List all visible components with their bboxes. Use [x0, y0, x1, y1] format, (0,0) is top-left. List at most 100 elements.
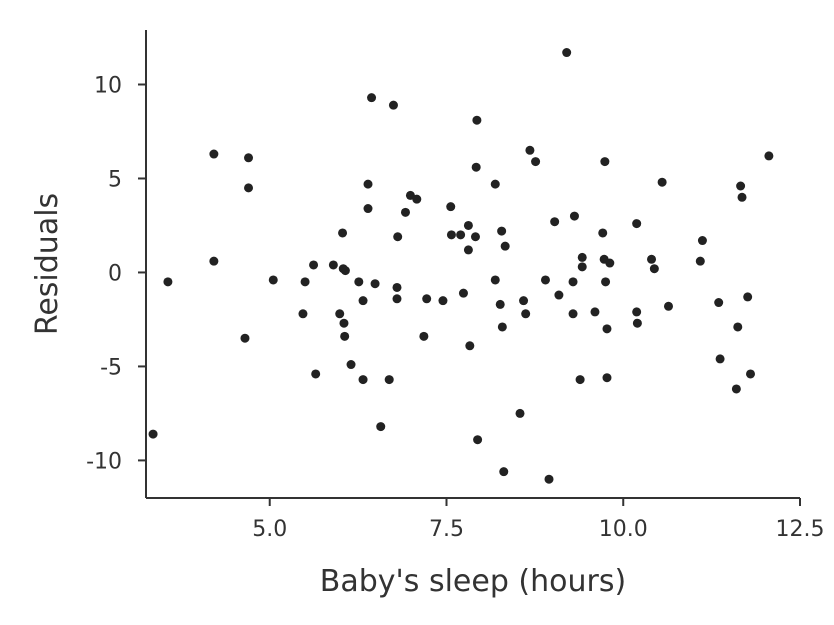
data-point [458, 288, 468, 298]
data-point [363, 204, 373, 214]
data-point [244, 183, 254, 193]
data-point [605, 258, 615, 268]
data-point [393, 232, 403, 242]
data-point [598, 228, 608, 238]
data-point [550, 217, 560, 227]
data-point [497, 226, 507, 236]
data-point [600, 157, 610, 167]
data-point [544, 474, 554, 484]
x-axis-title: Baby's sleep (hours) [320, 564, 626, 599]
data-point [473, 435, 483, 445]
data-point [569, 211, 579, 221]
x-tick-label: 12.5 [776, 517, 825, 542]
data-point [743, 292, 753, 302]
data-point [309, 260, 319, 270]
data-point [456, 230, 466, 240]
data-point [632, 219, 642, 229]
data-point [521, 309, 531, 319]
data-point [311, 369, 321, 379]
data-point [358, 375, 368, 385]
y-axis-title: Residuals [30, 193, 65, 335]
data-point [446, 202, 456, 212]
data-point [363, 179, 373, 189]
data-point [499, 467, 509, 477]
data-point [602, 324, 612, 334]
data-point [601, 277, 611, 287]
y-tick-label: 0 [108, 261, 122, 286]
data-point [497, 322, 507, 332]
data-point [590, 307, 600, 317]
data-point [338, 228, 348, 238]
data-point [422, 294, 432, 304]
data-point [697, 236, 707, 246]
data-point [463, 245, 473, 255]
x-tick-label: 7.5 [429, 517, 464, 542]
data-point [577, 252, 587, 262]
data-point [268, 275, 278, 285]
data-point [602, 373, 612, 383]
y-tick-label: 10 [94, 74, 122, 99]
data-point [647, 254, 657, 264]
data-point [519, 296, 529, 306]
data-point [376, 422, 386, 432]
data-point [392, 294, 402, 304]
data-point [554, 290, 564, 300]
data-point [298, 309, 308, 319]
data-point [575, 375, 585, 385]
y-axis-ticks: -10 -5 0 5 10 [86, 74, 146, 474]
data-point [715, 354, 725, 364]
data-point [562, 48, 572, 58]
data-point [577, 262, 587, 272]
data-point [354, 277, 364, 287]
data-point [736, 181, 746, 191]
data-point [419, 331, 429, 341]
data-point [471, 162, 481, 172]
y-tick-label: -10 [86, 449, 122, 474]
data-point [568, 309, 578, 319]
data-point [412, 194, 422, 204]
data-point [540, 275, 550, 285]
data-point [737, 192, 747, 202]
data-point [632, 318, 642, 328]
x-tick-label: 10.0 [599, 517, 648, 542]
x-tick-label: 5.0 [252, 517, 287, 542]
data-point [649, 264, 659, 274]
data-point [490, 179, 500, 189]
data-point [346, 360, 356, 370]
data-point [392, 282, 402, 292]
data-point [339, 318, 349, 328]
data-point [340, 266, 350, 276]
data-point [400, 207, 410, 217]
data-point [328, 260, 338, 270]
data-point [335, 309, 345, 319]
data-point [438, 296, 448, 306]
data-point [367, 93, 377, 103]
data-point [148, 429, 158, 439]
data-point [500, 241, 510, 251]
data-point [632, 307, 642, 317]
data-point [240, 333, 250, 343]
data-point [388, 100, 398, 110]
data-point [764, 151, 774, 161]
data-point [463, 220, 473, 230]
data-point [384, 375, 394, 385]
data-point [446, 230, 456, 240]
data-point [370, 279, 380, 289]
data-point [731, 384, 741, 394]
data-point [695, 256, 705, 266]
data-point [465, 341, 475, 351]
data-point [495, 299, 505, 309]
data-point [515, 408, 525, 418]
x-axis-ticks: 5.0 7.5 10.0 12.5 [252, 498, 824, 542]
data-point [657, 177, 667, 187]
data-point [746, 369, 756, 379]
data-point [525, 145, 535, 155]
y-tick-label: 5 [108, 167, 122, 192]
data-point [209, 149, 219, 159]
data-point [714, 298, 724, 308]
data-point [300, 277, 310, 287]
data-point [470, 232, 480, 242]
data-point [209, 256, 219, 266]
data-point [733, 322, 743, 332]
data-point [163, 277, 173, 287]
